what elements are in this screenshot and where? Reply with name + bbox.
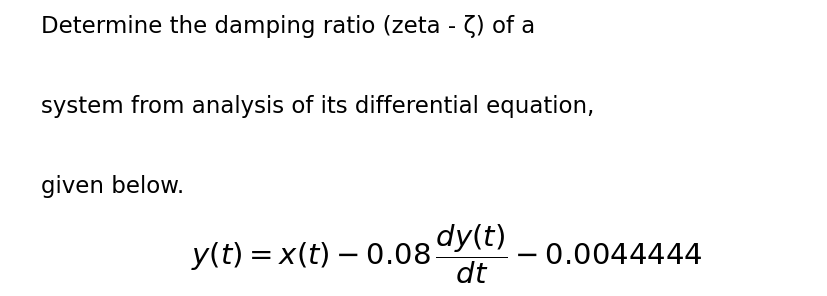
Text: given below.: given below.: [41, 175, 184, 198]
Text: Determine the damping ratio (zeta - ζ) of a: Determine the damping ratio (zeta - ζ) o…: [41, 15, 535, 38]
Text: system from analysis of its differential equation,: system from analysis of its differential…: [41, 95, 594, 118]
Text: $y(t) = x(t) - 0.08\,\dfrac{dy(t)}{dt} - 0.0044444$: $y(t) = x(t) - 0.08\,\dfrac{dy(t)}{dt} -…: [191, 223, 702, 286]
